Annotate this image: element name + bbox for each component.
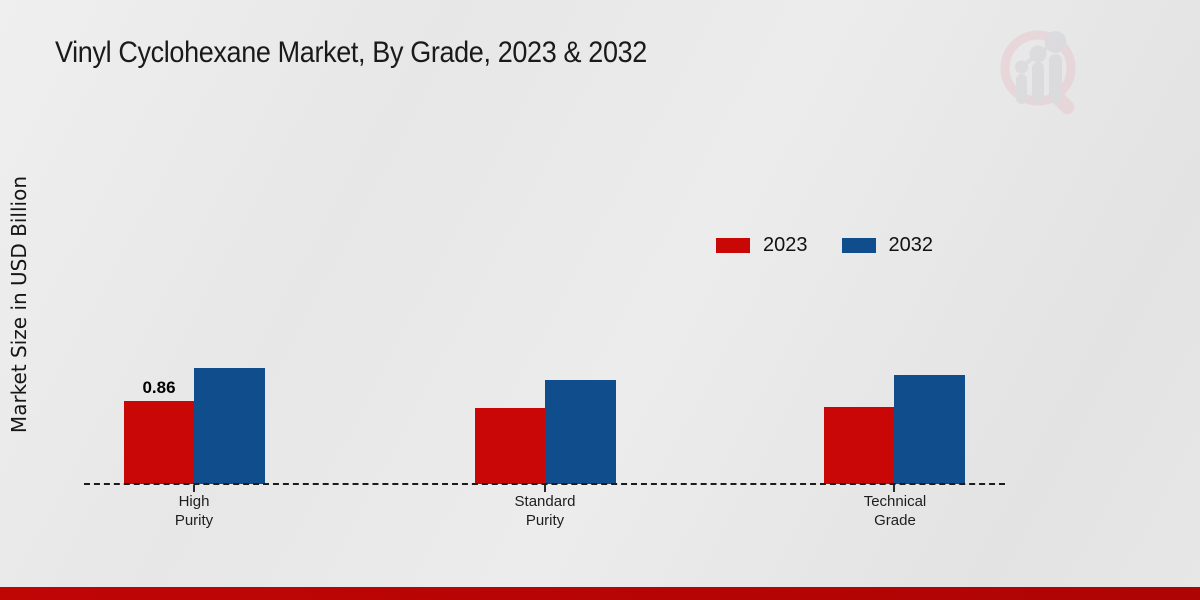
category-label-high-purity: High Purity bbox=[174, 493, 214, 529]
category-label-standard-purity: Standard Purity bbox=[514, 493, 576, 529]
x-axis-tick bbox=[893, 485, 895, 492]
legend-label-2032: 2032 bbox=[888, 234, 934, 256]
x-axis-tick bbox=[193, 485, 195, 492]
legend-item-2032: 2032 bbox=[841, 234, 934, 257]
legend-swatch-2023 bbox=[716, 238, 750, 253]
bar-2023-high-purity bbox=[124, 401, 194, 484]
x-axis-tick bbox=[544, 485, 546, 492]
legend: 2023 2032 bbox=[716, 234, 933, 257]
bar-2032-high-purity bbox=[194, 368, 265, 484]
chart-title: Vinyl Cyclohexane Market, By Grade, 2023… bbox=[55, 36, 647, 69]
mrfr-watermark-logo-icon bbox=[1000, 30, 1076, 115]
bar-value-label: 0.86 bbox=[142, 378, 176, 397]
x-axis-baseline bbox=[84, 483, 1005, 485]
bar-2023-standard-purity bbox=[475, 408, 545, 484]
legend-item-2023: 2023 bbox=[716, 234, 808, 257]
legend-label-2023: 2023 bbox=[763, 234, 808, 256]
bar-2032-technical-grade bbox=[894, 375, 965, 484]
category-label-technical-grade: Technical Grade bbox=[863, 493, 927, 529]
legend-swatch-2032 bbox=[841, 238, 876, 253]
footer-red-band bbox=[0, 587, 1200, 600]
bar-2023-technical-grade bbox=[824, 407, 894, 484]
bar-2032-standard-purity bbox=[545, 380, 616, 484]
